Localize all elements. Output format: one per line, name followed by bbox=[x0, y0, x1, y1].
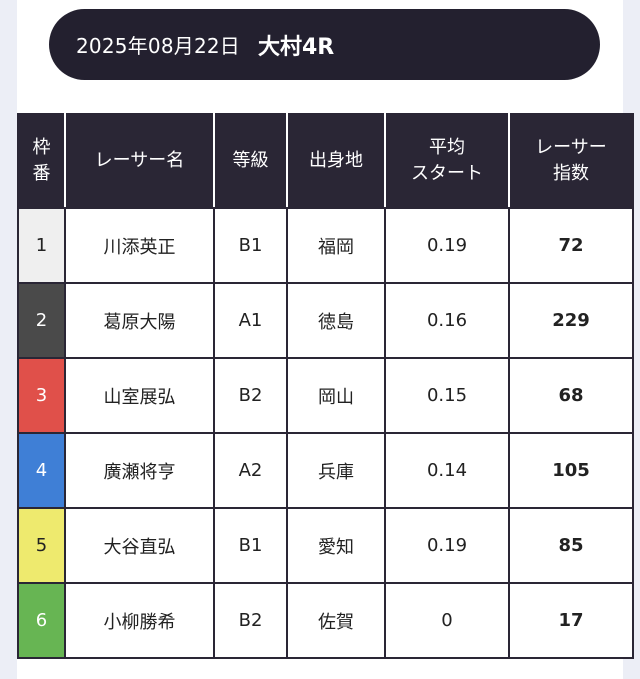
header-avg-start: 平均 スタート bbox=[384, 113, 510, 209]
race-title-bar: 2025年08月22日 大村4R bbox=[49, 9, 600, 80]
grade-cell: B2 bbox=[213, 582, 288, 659]
origin-cell: 岡山 bbox=[286, 357, 386, 434]
origin-cell: 徳島 bbox=[286, 282, 386, 359]
origin-cell: 愛知 bbox=[286, 507, 386, 584]
avg-start-cell: 0.16 bbox=[384, 282, 510, 359]
table-body: 1 川添英正 B1 福岡 0.19 72 2 葛原大陽 A1 徳島 0.16 229 3 山室展弘 B2 岡山… bbox=[17, 207, 634, 659]
grade-cell: B2 bbox=[213, 357, 288, 434]
waku-cell: 6 bbox=[17, 582, 66, 659]
racer-name-cell: 小柳勝希 bbox=[64, 582, 215, 659]
racer-name-cell: 廣瀬将亨 bbox=[64, 432, 215, 509]
racer-table: 枠番レーサー名 等級 出身地 平均 スタート レーサー 指数 1 川添英正 B1 福岡 0.19 72… bbox=[17, 113, 634, 659]
grade-cell: B1 bbox=[213, 507, 288, 584]
racer-name-cell: 大谷直弘 bbox=[64, 507, 215, 584]
racer-index-cell: 17 bbox=[508, 582, 634, 659]
grade-cell: A2 bbox=[213, 432, 288, 509]
racer-index-cell: 85 bbox=[508, 507, 634, 584]
table-row: 2 葛原大陽 A1 徳島 0.16 229 bbox=[17, 282, 634, 359]
origin-cell: 兵庫 bbox=[286, 432, 386, 509]
racer-index-cell: 229 bbox=[508, 282, 634, 359]
race-name: 大村4R bbox=[258, 34, 335, 60]
waku-cell: 5 bbox=[17, 507, 66, 584]
table-header-row: 枠番レーサー名 等級 出身地 平均 スタート レーサー 指数 bbox=[17, 113, 634, 209]
table-row: 4 廣瀬将亨 A2 兵庫 0.14 105 bbox=[17, 432, 634, 509]
table-row: 6 小柳勝希 B2 佐賀 0 17 bbox=[17, 582, 634, 659]
waku-cell: 1 bbox=[17, 207, 66, 284]
waku-cell: 2 bbox=[17, 282, 66, 359]
header-grade: 等級 bbox=[213, 113, 288, 209]
table-row: 3 山室展弘 B2 岡山 0.15 68 bbox=[17, 357, 634, 434]
header-racer-index: レーサー 指数 bbox=[508, 113, 634, 209]
header-origin: 出身地 bbox=[286, 113, 386, 209]
grade-cell: A1 bbox=[213, 282, 288, 359]
table-row: 5 大谷直弘 B1 愛知 0.19 85 bbox=[17, 507, 634, 584]
racer-name-cell: 川添英正 bbox=[64, 207, 215, 284]
waku-cell: 3 bbox=[17, 357, 66, 434]
avg-start-cell: 0.19 bbox=[384, 507, 510, 584]
racer-index-cell: 72 bbox=[508, 207, 634, 284]
header-racer-name: レーサー名 bbox=[64, 113, 215, 209]
waku-cell: 4 bbox=[17, 432, 66, 509]
racer-name-cell: 山室展弘 bbox=[64, 357, 215, 434]
racer-index-cell: 105 bbox=[508, 432, 634, 509]
header-waku: 枠番 bbox=[17, 113, 66, 209]
avg-start-cell: 0 bbox=[384, 582, 510, 659]
avg-start-cell: 0.15 bbox=[384, 357, 510, 434]
origin-cell: 佐賀 bbox=[286, 582, 386, 659]
origin-cell: 福岡 bbox=[286, 207, 386, 284]
racer-index-cell: 68 bbox=[508, 357, 634, 434]
grade-cell: B1 bbox=[213, 207, 288, 284]
avg-start-cell: 0.14 bbox=[384, 432, 510, 509]
avg-start-cell: 0.19 bbox=[384, 207, 510, 284]
racer-name-cell: 葛原大陽 bbox=[64, 282, 215, 359]
table-row: 1 川添英正 B1 福岡 0.19 72 bbox=[17, 207, 634, 284]
race-date: 2025年08月22日 bbox=[76, 34, 240, 58]
